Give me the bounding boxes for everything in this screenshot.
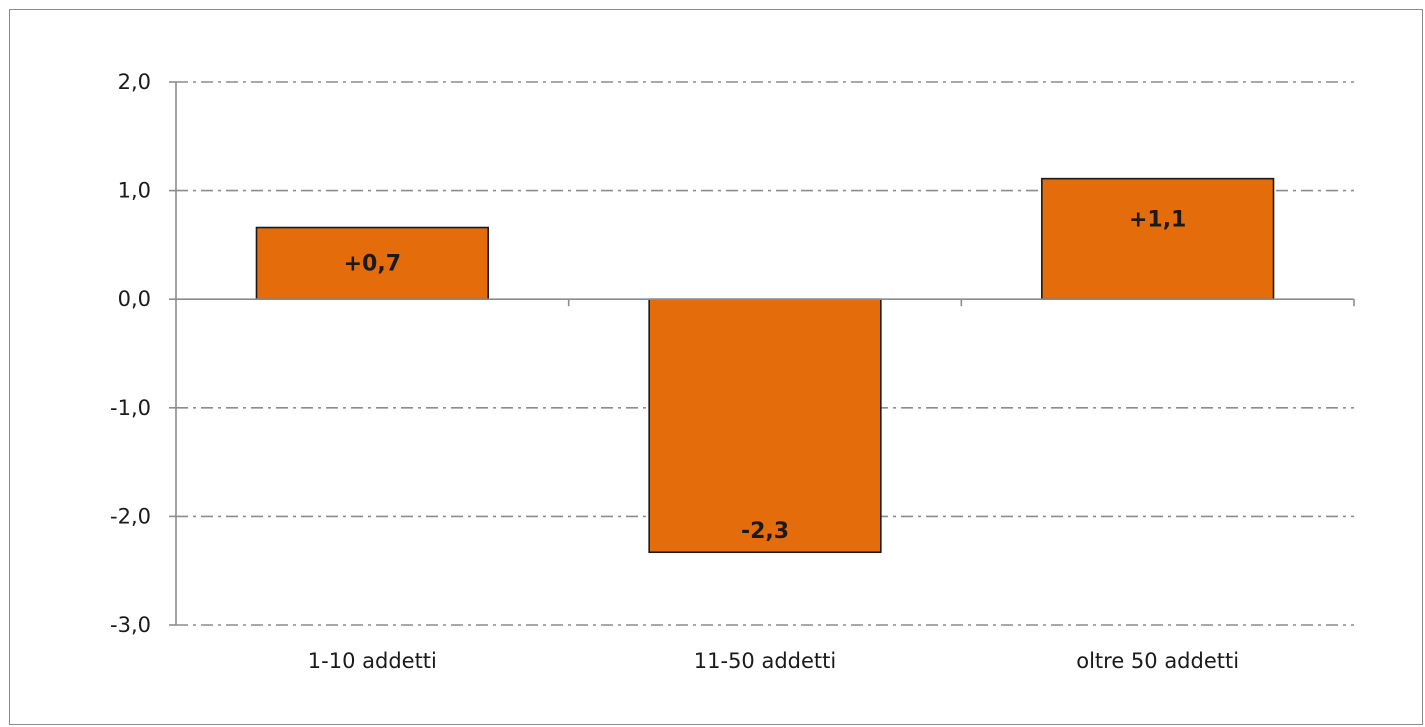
axes [169, 81, 1355, 626]
bar-1 [648, 298, 882, 554]
data-label-1: -2,3 [741, 519, 789, 544]
y-tick-label-1: 1,0 [118, 179, 151, 203]
y-tick-label-0: 2,0 [118, 70, 151, 94]
data-label-0: +0,7 [344, 252, 401, 277]
y-tick-label-5: -3,0 [110, 613, 151, 637]
y-tick-label-2: 0,0 [118, 287, 151, 311]
bars [255, 177, 1275, 554]
bar-2 [1041, 177, 1275, 301]
category-label-1: 11-50 addetti [694, 649, 836, 673]
y-tick-label-4: -2,0 [110, 504, 151, 528]
data-label-2: +1,1 [1129, 208, 1186, 233]
y-tick-label-3: -1,0 [110, 396, 151, 420]
labels: 2,0 1,0 0,0 -1,0 -2,0 -3,0 +0,7 1-10 addetti -2,… [110, 70, 1239, 673]
category-label-0: 1-10 addetti [308, 649, 437, 673]
category-label-2: oltre 50 addetti [1076, 649, 1239, 673]
